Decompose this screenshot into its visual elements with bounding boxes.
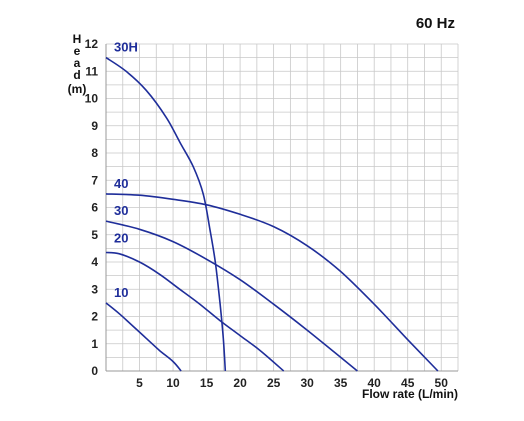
y-axis-title-letter: a [74, 56, 81, 70]
series-line-40 [105, 193, 439, 372]
x-tick-label: 25 [267, 376, 281, 390]
series-line-30h [105, 56, 227, 372]
series-line-10 [105, 302, 182, 372]
x-tick-label: 50 [435, 376, 449, 390]
curve-label-30h: 30H [114, 40, 138, 55]
x-tick-label: 5 [136, 376, 143, 390]
y-tick-label: 3 [91, 282, 98, 296]
series-line-20 [105, 251, 285, 372]
x-axis-title: Flow rate (L/min) [362, 387, 458, 401]
x-tick-label: 30 [300, 376, 314, 390]
curve-labels: 30H 40 30 20 10 [114, 40, 138, 300]
y-tick-label: 10 [85, 92, 99, 106]
x-tick-label: 10 [166, 376, 180, 390]
x-tick-label: 20 [233, 376, 247, 390]
y-tick-label: 4 [91, 255, 98, 269]
curve-label-40: 40 [114, 176, 128, 191]
curves [105, 56, 439, 372]
series-line-30 [105, 220, 358, 372]
grid [105, 43, 459, 372]
x-tick-label: 15 [200, 376, 214, 390]
x-tick-label: 35 [334, 376, 348, 390]
curve-label-10: 10 [114, 285, 128, 300]
y-tick-label: 9 [91, 119, 98, 133]
y-tick-label: 12 [85, 37, 99, 51]
y-tick-label: 6 [91, 201, 98, 215]
y-tick-label: 5 [91, 228, 98, 242]
y-axis-title-letter: d [73, 68, 80, 82]
curve-label-30: 30 [114, 203, 128, 218]
y-axis-title-letter: H [73, 32, 82, 46]
x-tick-label: 40 [368, 376, 382, 390]
x-tick-label: 45 [401, 376, 415, 390]
y-tick-label: 7 [91, 173, 98, 187]
y-tick-label: 0 [91, 364, 98, 378]
curve-label-20: 20 [114, 230, 128, 245]
y-axis-unit: (m) [68, 82, 87, 96]
y-tick-label: 1 [91, 337, 98, 351]
y-axis-title-letter: e [74, 44, 81, 58]
y-axis-title: H e a d (m) [68, 32, 87, 96]
frequency-label: 60 Hz [416, 15, 455, 32]
y-tick-label: 8 [91, 146, 98, 160]
y-tick-label: 2 [91, 310, 98, 324]
y-tick-label: 11 [85, 64, 98, 78]
